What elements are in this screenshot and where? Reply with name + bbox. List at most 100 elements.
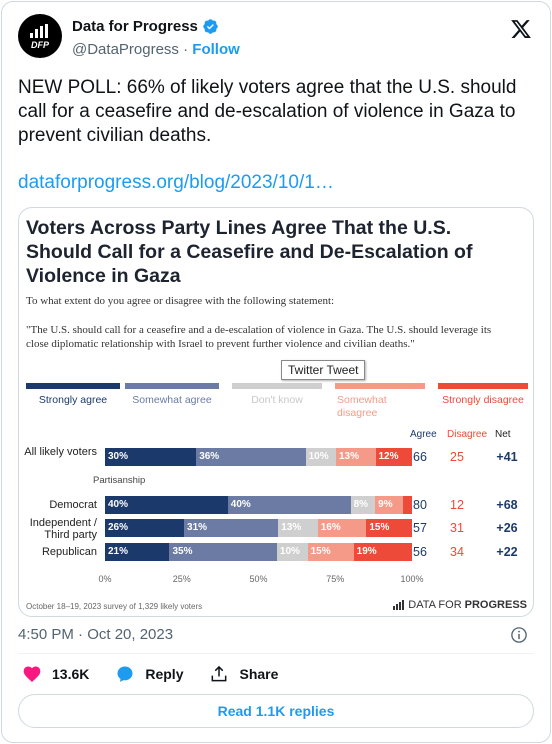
- group-label: Partisanship: [93, 475, 146, 486]
- legend-label: Strongly disagree: [442, 394, 524, 406]
- reply-icon: [117, 666, 133, 682]
- x-tick-label: 0%: [98, 574, 112, 584]
- legend-item: Somewhat agree: [125, 383, 219, 407]
- row-value: 25: [450, 450, 464, 464]
- row-label: Republican: [41, 546, 97, 558]
- row-value: +26: [496, 521, 518, 535]
- author-name-row[interactable]: Data for Progress: [72, 18, 219, 35]
- share-label: Share: [239, 666, 279, 682]
- info-icon[interactable]: [510, 626, 528, 644]
- handle-row: @DataProgress · Follow: [72, 41, 240, 58]
- legend-swatch: [335, 383, 425, 389]
- legend-item: Don't know: [232, 383, 322, 407]
- tooltip: Twitter Tweet: [281, 360, 366, 380]
- bar-segment: 40%: [105, 496, 228, 514]
- legend-label: Strongly agree: [38, 394, 108, 406]
- column-header: Disagree: [447, 429, 488, 440]
- row-value: 80: [413, 498, 427, 512]
- row-value: 66: [413, 450, 427, 464]
- column-header: Agree: [410, 429, 437, 440]
- bar-segment: 16%: [317, 519, 367, 537]
- legend-item: Somewhat disagree: [335, 383, 425, 420]
- read-replies-button[interactable]: Read 1.1K replies: [18, 694, 534, 728]
- bar-segment: 30%: [105, 448, 197, 466]
- row-value: 31: [450, 521, 464, 535]
- bar-segment: 8%: [350, 496, 376, 514]
- avatar-bars-icon: [30, 24, 50, 38]
- row-label: Independent / Third party: [29, 517, 97, 541]
- chart-source-plain: DATA FOR: [408, 599, 462, 611]
- x-tick-label: 75%: [326, 574, 345, 584]
- chart-source-bold: PROGRESS: [464, 599, 527, 611]
- tweet-actions: 13.6K Reply Share: [22, 664, 304, 684]
- legend-item: Strongly agree: [26, 383, 120, 407]
- author-name[interactable]: Data for Progress: [72, 18, 198, 35]
- chart-image[interactable]: Voters Across Party Lines Agree That the…: [18, 207, 534, 617]
- bar-segment: 21%: [105, 543, 170, 561]
- chart-source: DATA FOR PROGRESS: [393, 599, 527, 611]
- bar-segment: 12%: [375, 448, 412, 466]
- chart-footnote: October 18–19, 2023 survey of 1,329 like…: [26, 602, 203, 611]
- bar-segment: 13%: [278, 519, 318, 537]
- divider: [18, 653, 534, 654]
- bar-segment: 10%: [276, 543, 308, 561]
- legend-swatch: [438, 383, 528, 389]
- chart-question: To what extent do you agree or disagree …: [26, 295, 335, 307]
- share-button[interactable]: Share: [209, 664, 278, 684]
- stacked-bar: 21% 35% 10% 15% 19%: [105, 543, 412, 561]
- like-button[interactable]: 13.6K: [22, 664, 89, 684]
- chart-title: Voters Across Party Lines Agree That the…: [26, 217, 473, 287]
- row-value: +22: [496, 545, 518, 559]
- bar-segment: 35%: [169, 543, 277, 561]
- row-value: 34: [450, 545, 464, 559]
- bar-segment: 15%: [307, 543, 354, 561]
- stacked-bar: 30% 36% 10% 13% 12%: [105, 448, 412, 466]
- legend-swatch: [232, 383, 322, 389]
- reply-label: Reply: [145, 666, 184, 682]
- stacked-bar: 40% 40% 8% 9%: [105, 496, 412, 514]
- bar-segment: [402, 496, 412, 514]
- bar-segment: 26%: [105, 519, 185, 537]
- avatar-text: DFP: [31, 40, 49, 50]
- bar-segment: 36%: [196, 448, 306, 466]
- row-value: 57: [413, 521, 427, 535]
- legend-label: Somewhat disagree: [337, 394, 387, 419]
- chart-statement: "The U.S. should call for a ceasefire an…: [26, 324, 492, 350]
- bar-segment: 10%: [305, 448, 336, 466]
- legend-swatch: [26, 383, 120, 389]
- legend-label: Don't know: [251, 394, 303, 406]
- column-header: Net: [495, 429, 511, 440]
- bar-segment: 13%: [336, 448, 376, 466]
- legend-label: Somewhat agree: [132, 394, 212, 406]
- separator: ·: [183, 41, 189, 58]
- x-tick-label: 25%: [172, 574, 191, 584]
- row-value: +68: [496, 498, 518, 512]
- row-value: 56: [413, 545, 427, 559]
- bar-chart-icon: [393, 600, 405, 610]
- row-value: +41: [496, 450, 518, 464]
- reply-button[interactable]: Reply: [115, 664, 183, 684]
- tweet-text: NEW POLL: 66% of likely voters agree tha…: [18, 77, 517, 146]
- follow-button[interactable]: Follow: [192, 41, 240, 58]
- tweet-timestamp[interactable]: 4:50 PM · Oct 20, 2023: [18, 626, 174, 643]
- row-value: 12: [450, 498, 464, 512]
- author-handle[interactable]: @DataProgress: [72, 41, 179, 58]
- share-icon: [212, 665, 227, 682]
- heart-icon: [23, 666, 41, 682]
- bar-segment: 19%: [353, 543, 412, 561]
- bar-segment: 9%: [375, 496, 403, 514]
- tweet-link[interactable]: dataforprogress.org/blog/2023/10/1…: [18, 172, 334, 193]
- row-label: Democrat: [49, 499, 97, 511]
- bar-segment: 40%: [227, 496, 351, 514]
- legend-swatch: [125, 383, 219, 389]
- row-label: All likely voters: [24, 446, 97, 458]
- legend-item: Strongly disagree: [438, 383, 528, 407]
- verified-badge-icon: [203, 19, 218, 34]
- x-tick-label: 100%: [400, 574, 424, 584]
- x-logo-icon[interactable]: [510, 18, 532, 40]
- avatar[interactable]: DFP: [18, 14, 62, 58]
- bar-segment: 15%: [366, 519, 412, 537]
- stacked-bar: 26% 31% 13% 16% 15%: [105, 519, 412, 537]
- bar-segment: 31%: [184, 519, 279, 537]
